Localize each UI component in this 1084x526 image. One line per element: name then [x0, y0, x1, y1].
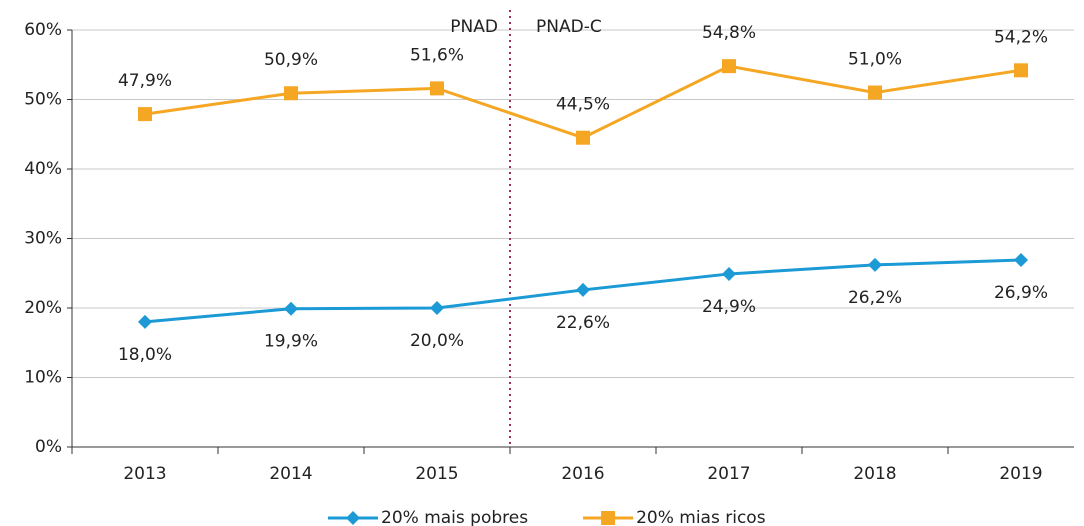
marker	[1014, 63, 1028, 78]
marker	[346, 511, 360, 525]
y-tick-label: 50%	[24, 90, 62, 110]
y-tick-label: 40%	[24, 159, 62, 179]
marker	[430, 81, 444, 96]
marker	[868, 257, 882, 272]
legend-label: 20% mais pobres	[381, 508, 528, 526]
marker	[138, 314, 152, 329]
data-label: 47,9%	[118, 71, 172, 91]
x-tick-label: 2019	[999, 464, 1042, 484]
marker	[430, 301, 444, 315]
data-label: 54,2%	[994, 27, 1048, 47]
y-tick-label: 10%	[24, 368, 62, 388]
annotation: PNAD	[450, 17, 498, 37]
legend: 20% mais pobres 20% mias ricos	[328, 508, 766, 526]
marker	[138, 107, 152, 122]
marker	[601, 511, 616, 525]
data-label: 19,9%	[264, 332, 318, 352]
legend-label: 20% mias ricos	[636, 508, 766, 526]
x-tick-label: 2016	[561, 464, 604, 484]
y-tick-label: 30%	[24, 229, 62, 249]
data-label: 22,6%	[556, 313, 610, 333]
y-tick-label: 0%	[35, 437, 62, 457]
data-label: 54,8%	[702, 23, 756, 43]
data-label: 18,0%	[118, 345, 172, 365]
data-label: 26,2%	[848, 288, 902, 308]
marker	[722, 59, 736, 74]
x-tick-label: 2018	[853, 464, 896, 484]
marker	[284, 301, 298, 316]
marker	[1014, 253, 1028, 268]
marker	[284, 86, 298, 101]
marker	[576, 130, 590, 145]
x-tick-label: 2015	[415, 464, 458, 484]
marker	[576, 282, 590, 297]
data-label: 51,6%	[410, 45, 464, 65]
annotation: PNAD-C	[536, 17, 602, 37]
data-label: 26,9%	[994, 283, 1048, 303]
marker	[868, 85, 882, 100]
data-label: 20,0%	[410, 331, 464, 351]
data-label: 51,0%	[848, 50, 902, 70]
data-label: 24,9%	[702, 297, 756, 317]
y-tick-label: 60%	[24, 20, 62, 40]
data-label: 44,5%	[556, 95, 610, 115]
x-tick-label: 2013	[123, 464, 166, 484]
x-tick-label: 2014	[269, 464, 312, 484]
marker	[722, 266, 736, 281]
data-label: 50,9%	[264, 50, 318, 70]
x-tick-label: 2017	[707, 464, 750, 484]
y-tick-label: 20%	[24, 298, 62, 318]
